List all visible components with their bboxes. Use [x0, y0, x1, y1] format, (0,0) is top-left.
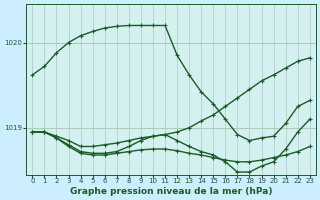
X-axis label: Graphe pression niveau de la mer (hPa): Graphe pression niveau de la mer (hPa)	[70, 187, 272, 196]
